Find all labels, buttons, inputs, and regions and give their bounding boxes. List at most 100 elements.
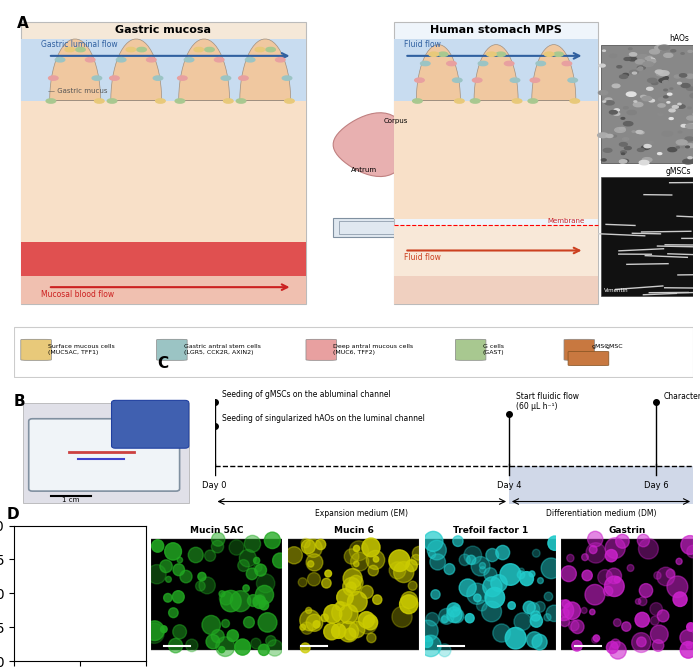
Circle shape	[627, 110, 636, 115]
Circle shape	[316, 539, 326, 550]
Circle shape	[678, 131, 682, 133]
Circle shape	[620, 75, 628, 78]
Circle shape	[444, 564, 455, 574]
Text: Expansion medium (EM): Expansion medium (EM)	[315, 508, 408, 518]
Circle shape	[89, 611, 98, 621]
Circle shape	[631, 633, 651, 653]
Circle shape	[598, 91, 608, 95]
Circle shape	[137, 627, 144, 633]
Circle shape	[285, 99, 294, 103]
Circle shape	[644, 144, 651, 148]
Circle shape	[615, 128, 625, 132]
Circle shape	[300, 643, 310, 653]
FancyBboxPatch shape	[561, 539, 693, 651]
Circle shape	[306, 607, 312, 614]
Circle shape	[211, 629, 224, 643]
Circle shape	[688, 107, 691, 109]
Circle shape	[622, 153, 624, 154]
Circle shape	[686, 643, 692, 649]
Circle shape	[686, 144, 694, 148]
Circle shape	[243, 585, 249, 592]
Circle shape	[112, 566, 133, 588]
Circle shape	[152, 540, 164, 552]
Polygon shape	[50, 39, 101, 101]
Circle shape	[86, 578, 97, 589]
Text: B: B	[14, 394, 26, 409]
Circle shape	[453, 605, 459, 611]
Circle shape	[624, 107, 628, 109]
FancyBboxPatch shape	[456, 339, 486, 360]
Circle shape	[332, 624, 346, 639]
Circle shape	[620, 142, 627, 146]
Circle shape	[681, 84, 690, 88]
Circle shape	[88, 550, 108, 570]
Circle shape	[532, 635, 547, 650]
Circle shape	[544, 614, 551, 621]
Circle shape	[632, 72, 636, 74]
Circle shape	[28, 613, 36, 621]
FancyBboxPatch shape	[151, 539, 282, 651]
Circle shape	[411, 554, 421, 565]
Circle shape	[640, 96, 646, 98]
Circle shape	[78, 570, 94, 588]
Text: Membrane: Membrane	[547, 218, 584, 224]
Circle shape	[349, 541, 369, 560]
Circle shape	[634, 102, 643, 107]
Text: Gastrin: Gastrin	[608, 526, 646, 534]
Circle shape	[620, 128, 625, 130]
Circle shape	[570, 620, 584, 634]
Circle shape	[459, 554, 470, 566]
Circle shape	[668, 148, 677, 152]
Circle shape	[638, 67, 643, 69]
Circle shape	[688, 157, 692, 159]
Circle shape	[372, 595, 382, 605]
FancyBboxPatch shape	[425, 539, 556, 651]
Text: Characterization: Characterization	[664, 392, 700, 401]
Circle shape	[322, 578, 331, 588]
Circle shape	[392, 607, 412, 627]
Circle shape	[681, 53, 684, 54]
Circle shape	[564, 602, 580, 619]
Circle shape	[606, 538, 625, 558]
Circle shape	[234, 639, 251, 655]
Circle shape	[548, 536, 562, 550]
Circle shape	[622, 622, 631, 631]
Circle shape	[593, 635, 600, 641]
Circle shape	[239, 76, 248, 80]
Circle shape	[218, 647, 225, 653]
Circle shape	[674, 75, 680, 78]
Circle shape	[258, 644, 270, 655]
Circle shape	[638, 148, 644, 152]
Circle shape	[685, 124, 696, 128]
FancyBboxPatch shape	[111, 400, 189, 448]
FancyBboxPatch shape	[14, 327, 693, 377]
FancyBboxPatch shape	[394, 22, 598, 304]
Circle shape	[680, 73, 687, 77]
Circle shape	[346, 582, 356, 593]
Circle shape	[160, 560, 172, 572]
FancyBboxPatch shape	[288, 539, 419, 651]
Circle shape	[589, 546, 597, 554]
Circle shape	[180, 570, 192, 582]
Circle shape	[554, 52, 564, 56]
Circle shape	[112, 641, 127, 655]
Circle shape	[276, 57, 285, 62]
Circle shape	[253, 596, 261, 604]
Circle shape	[544, 592, 553, 601]
Text: Human stomach MPS: Human stomach MPS	[430, 25, 562, 35]
Polygon shape	[333, 113, 408, 176]
Circle shape	[659, 98, 667, 101]
Circle shape	[301, 538, 310, 548]
Circle shape	[664, 96, 668, 98]
FancyBboxPatch shape	[21, 39, 306, 101]
Circle shape	[306, 614, 323, 631]
Text: C: C	[158, 356, 168, 371]
Circle shape	[88, 538, 99, 549]
Circle shape	[253, 557, 260, 564]
Circle shape	[620, 160, 625, 163]
Circle shape	[636, 130, 643, 134]
Circle shape	[418, 620, 438, 641]
Circle shape	[696, 90, 700, 94]
Circle shape	[336, 601, 344, 611]
Circle shape	[587, 531, 603, 547]
